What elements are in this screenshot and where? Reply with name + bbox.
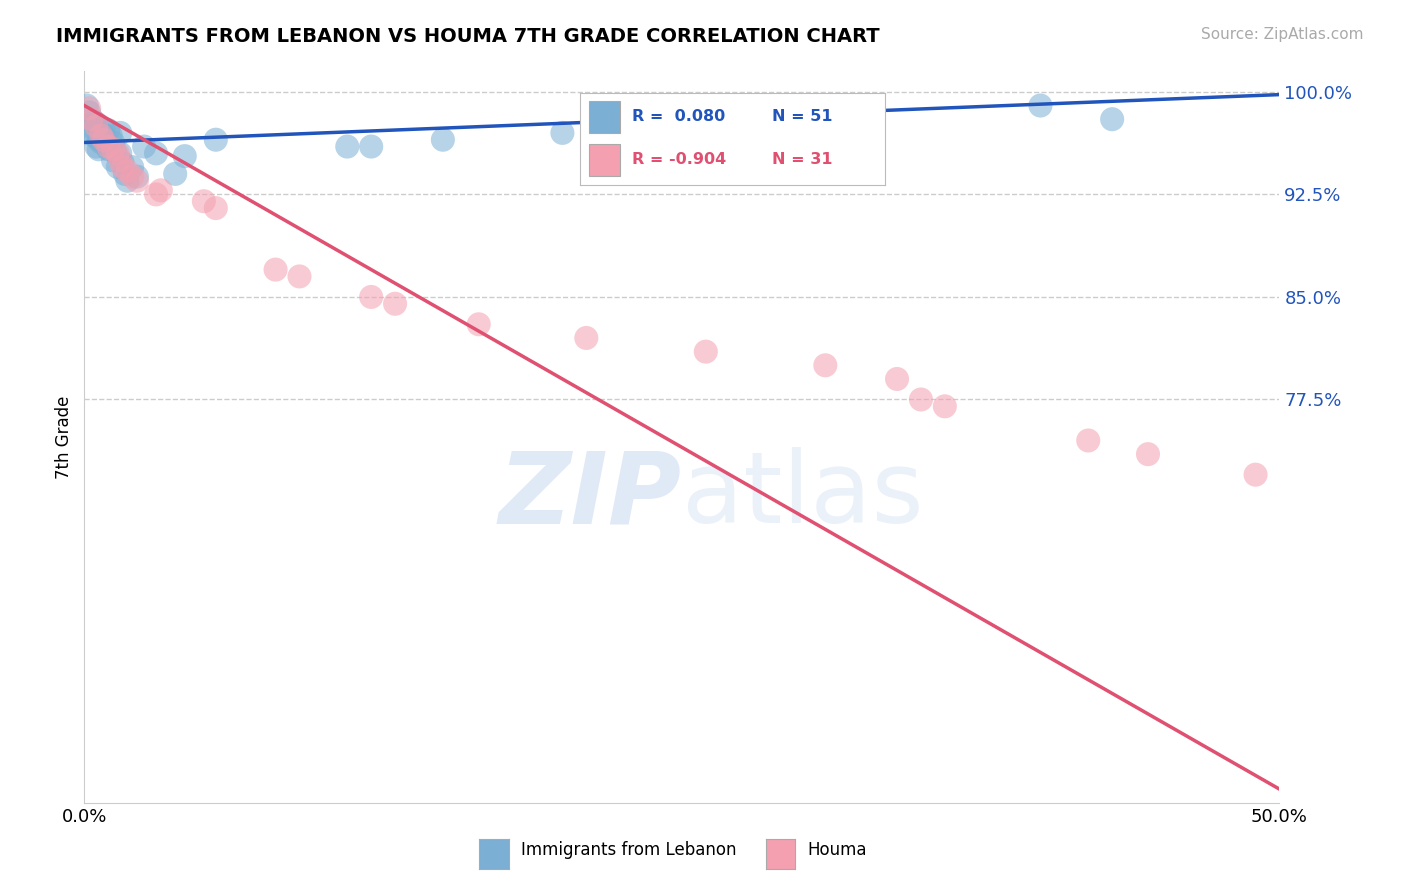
Point [114, 167, 136, 181]
Point [145, 146, 167, 161]
Text: Source: ZipAtlas.com: Source: ZipAtlas.com [1201, 27, 1364, 42]
Point [149, 183, 172, 197]
Point [94, 136, 117, 151]
Point [101, 153, 124, 168]
Point [1244, 467, 1267, 482]
Point [173, 149, 195, 163]
Point [77, 105, 100, 120]
Text: IMMIGRANTS FROM LEBANON VS HOUMA 7TH GRADE CORRELATION CHART: IMMIGRANTS FROM LEBANON VS HOUMA 7TH GRA… [56, 27, 880, 45]
Point [83, 128, 105, 143]
Point [165, 167, 187, 181]
Text: Houma: Houma [807, 841, 868, 859]
Point [117, 174, 139, 188]
Point [110, 126, 132, 140]
Point [125, 169, 148, 184]
Point [671, 139, 693, 153]
Y-axis label: 7th Grade: 7th Grade [55, 395, 73, 479]
Point [264, 262, 287, 277]
Point [100, 128, 122, 143]
Point [110, 153, 132, 168]
Point [80, 123, 103, 137]
Point [886, 372, 908, 386]
Point [93, 121, 115, 136]
Point [814, 359, 837, 373]
Text: atlas: atlas [682, 447, 924, 544]
Point [117, 164, 139, 178]
Point [910, 392, 932, 407]
Text: ZIP: ZIP [499, 447, 682, 544]
Point [814, 126, 837, 140]
Point [107, 160, 129, 174]
Point [110, 146, 132, 161]
Point [1137, 447, 1160, 461]
Point [97, 142, 120, 156]
Point [87, 133, 110, 147]
Point [193, 194, 215, 209]
Point [288, 269, 311, 284]
Point [97, 139, 120, 153]
Point [101, 142, 124, 156]
Point [80, 112, 103, 127]
Point [97, 123, 120, 137]
Point [107, 146, 129, 161]
Point [360, 139, 382, 153]
Point [87, 142, 110, 156]
Point [205, 133, 228, 147]
Point [551, 126, 574, 140]
Point [86, 139, 108, 153]
Text: Immigrants from Lebanon: Immigrants from Lebanon [520, 841, 737, 859]
Point [90, 126, 112, 140]
Point [432, 133, 454, 147]
Point [1029, 98, 1052, 112]
Point [384, 297, 406, 311]
Point [575, 331, 598, 345]
Point [80, 112, 103, 127]
Point [86, 119, 108, 133]
Point [1077, 434, 1099, 448]
Point [101, 136, 124, 150]
Point [468, 318, 491, 332]
Point [360, 290, 382, 304]
Point [205, 201, 228, 215]
Point [90, 128, 112, 143]
Point [132, 139, 156, 153]
Point [695, 344, 717, 359]
Point [934, 400, 956, 414]
Point [86, 116, 108, 130]
Point [77, 119, 100, 133]
Point [93, 128, 115, 143]
Point [125, 174, 148, 188]
Point [90, 136, 112, 150]
Point [1101, 112, 1123, 127]
Point [145, 187, 167, 202]
Point [104, 145, 127, 159]
Point [93, 133, 115, 147]
Point [121, 160, 143, 174]
Point [111, 160, 134, 174]
Point [76, 98, 98, 112]
Point [83, 115, 105, 129]
Point [121, 169, 143, 184]
Point [336, 139, 359, 153]
Point [111, 156, 134, 170]
Point [77, 101, 100, 115]
